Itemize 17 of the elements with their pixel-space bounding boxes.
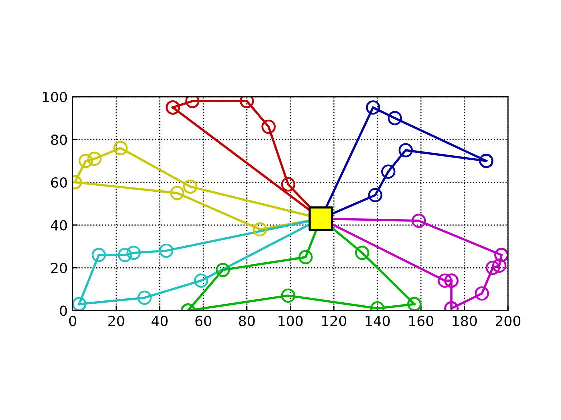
x-tick-label: 120: [322, 316, 346, 326]
y-tick-label: 0: [60, 306, 68, 316]
x-tick-label: 180: [453, 316, 478, 326]
y-tick-label: 40: [51, 220, 68, 231]
y-tick-label: 60: [51, 178, 68, 188]
x-tick-label: 60: [196, 316, 212, 326]
x-tick-label: 20: [108, 316, 124, 326]
y-tick-label: 100: [43, 92, 68, 102]
x-tick-label: 40: [152, 316, 168, 326]
x-tick-label: 140: [366, 316, 390, 326]
y-tick-label: 80: [51, 134, 68, 146]
x-tick-label: 200: [496, 316, 521, 326]
x-tick-label: 0: [69, 316, 76, 326]
x-tick-label: 100: [278, 316, 303, 326]
x-tick-label: 160: [409, 316, 434, 326]
y-tick-label: 20: [51, 263, 68, 274]
x-tick-label: 80: [239, 316, 255, 326]
